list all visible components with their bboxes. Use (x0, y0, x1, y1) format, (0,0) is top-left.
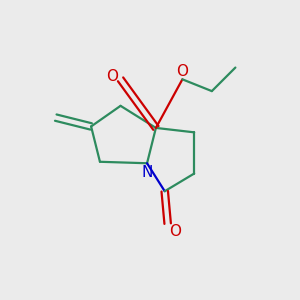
Text: O: O (176, 64, 188, 79)
Text: O: O (106, 69, 118, 84)
Text: O: O (169, 224, 181, 239)
Text: N: N (141, 165, 153, 180)
